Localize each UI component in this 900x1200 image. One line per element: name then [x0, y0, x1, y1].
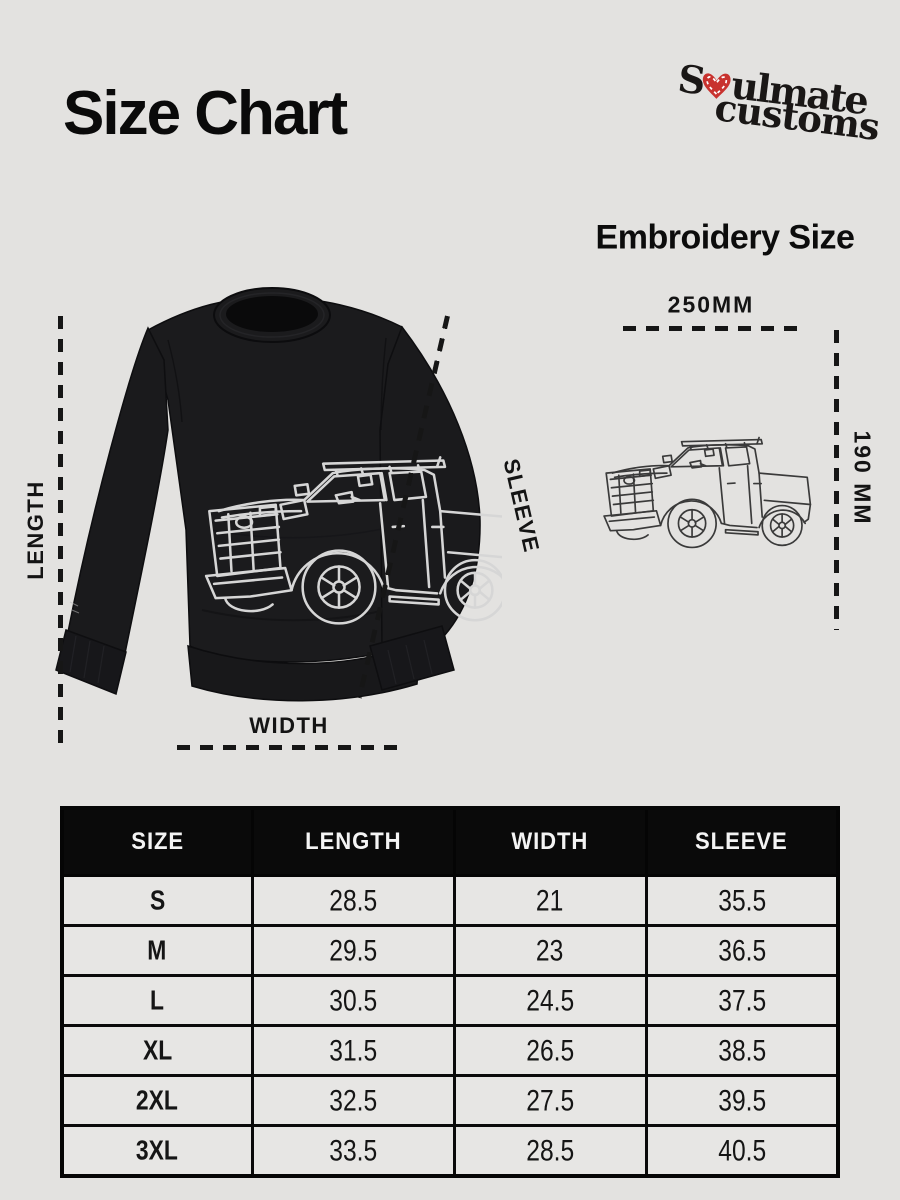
heart-icon [703, 73, 732, 99]
width-label: WIDTH [249, 713, 329, 738]
table-row: L 30.5 24.5 37.5 [60, 974, 840, 1027]
embroidery-height-dash-line [834, 330, 839, 630]
col-header-width: WIDTH [452, 806, 648, 877]
truck-outline-icon [602, 433, 824, 553]
col-header-length: LENGTH [250, 806, 456, 877]
table-row: 2XL 32.5 27.5 39.5 [60, 1074, 840, 1127]
table-row: 3XL 33.5 28.5 40.5 [60, 1124, 840, 1178]
table-row: XL 31.5 26.5 38.5 [60, 1024, 840, 1077]
embroidery-height-value: 190 MM [849, 430, 876, 526]
length-label: LENGTH [23, 480, 48, 580]
col-header-size: SIZE [60, 806, 254, 877]
size-table: SIZE LENGTH WIDTH SLEEVE S 28.5 21 35.5 … [60, 806, 840, 1178]
size-table-header-row: SIZE LENGTH WIDTH SLEEVE [60, 806, 840, 877]
embroidery-heading: Embroidery Size [595, 218, 855, 257]
width-dash-line [177, 745, 400, 750]
table-row: M 29.5 23 36.5 [60, 924, 840, 977]
brand-logo: S ulmate customs [673, 55, 889, 148]
length-dash-line [58, 316, 63, 746]
sleeve-label: SLEEVE [498, 456, 545, 556]
embroidery-width-value: 250MM [667, 291, 755, 318]
table-row: S 28.5 21 35.5 [60, 874, 840, 927]
page-title: Size Chart [63, 79, 348, 148]
embroidery-width-dash-line [623, 326, 803, 331]
col-header-sleeve: SLEEVE [644, 806, 840, 877]
sweatshirt-image [55, 287, 502, 702]
brand-logo-word1: S ulmate [676, 55, 889, 123]
